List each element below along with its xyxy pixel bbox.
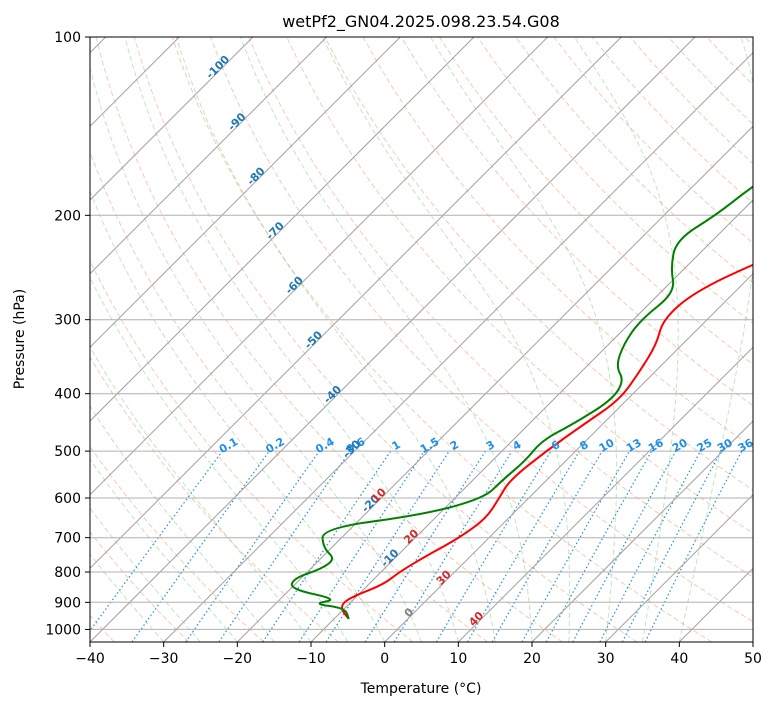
dry-adiabat (133, 37, 638, 642)
x-tick-label: 0 (380, 651, 389, 667)
moist-adiabat (124, 37, 459, 642)
mixing-ratio-line (185, 450, 320, 642)
mixing-ratio-line (90, 450, 223, 632)
moist-adiabat (678, 37, 753, 642)
moist-adiabat (430, 37, 617, 642)
isotherm (605, 493, 753, 642)
dry-adiabat (400, 37, 753, 407)
y-tick-label: 100 (54, 30, 81, 46)
isotherm (90, 37, 622, 570)
x-tick-label: −30 (149, 651, 179, 667)
x-tick-label: 10 (449, 651, 467, 667)
moist-adiabat (90, 276, 349, 642)
moist-adiabat (90, 458, 238, 642)
y-axis: 100 200 300 400 500 600 700 800 900 1000 (45, 30, 90, 638)
x-tick-label: 50 (744, 651, 762, 667)
moist-adiabat (322, 37, 571, 642)
dry-adiabat (90, 150, 488, 642)
isotherm (90, 37, 549, 496)
profile-series (290, 185, 753, 620)
moist-adiabat (175, 37, 496, 642)
mixing-ratio-line (644, 450, 743, 642)
dry-adiabat (210, 37, 753, 623)
isotherm (90, 37, 401, 349)
x-tick-label: −10 (296, 651, 326, 667)
mixing-ratio-line (572, 450, 677, 642)
y-tick-label: 900 (54, 595, 81, 611)
isotherm (163, 51, 753, 642)
isotherm (310, 199, 753, 642)
x-tick-label: 40 (670, 651, 688, 667)
moist-adiabat (239, 37, 533, 642)
isotherm (90, 37, 696, 642)
isotherm (531, 420, 753, 642)
mixing-ratio-line (262, 450, 392, 642)
y-axis-label: Pressure (hPa) (12, 289, 28, 389)
gridlines (90, 37, 753, 642)
y-tick-label: 800 (54, 565, 81, 581)
series-line-1 (290, 185, 753, 620)
plot-frame (89, 36, 754, 643)
y-tick-label: 500 (54, 444, 81, 460)
chart-title: wetPf2_GN04.2025.098.23.54.G08 (282, 12, 560, 32)
mixing-ratio-line (298, 450, 425, 642)
dry-adiabat (515, 37, 753, 284)
isotherm (457, 346, 753, 642)
x-axis-label: Temperature (°C) (360, 681, 482, 697)
dry-adiabat (171, 37, 712, 642)
mixing-ratio-line (325, 450, 450, 642)
dry-adiabat (90, 445, 264, 642)
mixing-ratio-line (131, 450, 270, 642)
mixing-ratio-line (545, 450, 653, 642)
isotherm (90, 37, 475, 422)
isotherm (384, 272, 753, 642)
y-tick-label: 600 (54, 491, 81, 507)
isotherm (90, 37, 328, 275)
x-tick-label: −40 (75, 651, 105, 667)
moist-adiabat (574, 37, 679, 642)
mixing-ratio-line (218, 450, 351, 642)
series-line-0 (341, 263, 753, 620)
x-axis: −40 −30 −20 −10 0 10 20 30 40 50 (75, 642, 762, 667)
dry-adiabat (95, 37, 563, 642)
y-tick-label: 200 (54, 208, 81, 224)
dry-adiabat (438, 37, 753, 366)
dry-adiabat (248, 37, 753, 578)
y-tick-label: 700 (54, 531, 81, 547)
mixing-ratio-line (521, 450, 631, 642)
dry-adiabat (90, 356, 339, 642)
dry-adiabat (90, 531, 190, 642)
x-tick-label: 30 (597, 651, 615, 667)
isotherm (236, 125, 753, 642)
moist-adiabat (90, 65, 422, 642)
x-tick-label: −20 (223, 651, 253, 667)
y-tick-label: 400 (54, 387, 81, 403)
y-tick-label: 1000 (45, 622, 81, 638)
dry-adiabat (324, 37, 753, 491)
moist-adiabat (90, 405, 275, 642)
y-tick-label: 300 (54, 313, 81, 329)
moist-adiabat (90, 189, 386, 642)
x-tick-label: 20 (523, 651, 541, 667)
isotherm (90, 37, 254, 201)
